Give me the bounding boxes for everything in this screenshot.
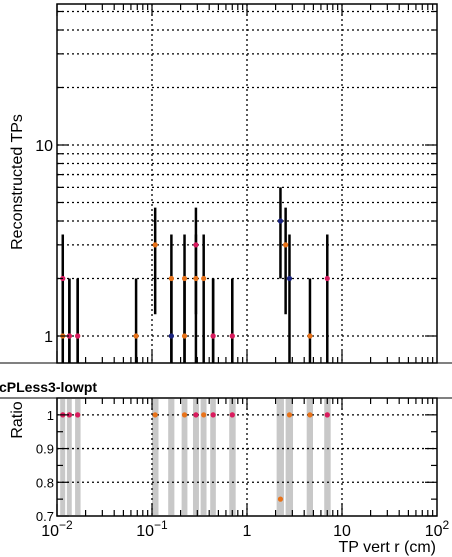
ratio-error-band: [200, 399, 207, 515]
ratio-data-point: [210, 412, 216, 418]
ratio-data-point: [229, 412, 235, 418]
main-data-points: [60, 187, 330, 363]
ratio-data-point: [66, 412, 72, 418]
ratio-error-band: [276, 399, 284, 515]
ratio-error-band: [75, 399, 81, 515]
ratio-error-band: [229, 399, 236, 515]
main-data-point: [168, 333, 174, 339]
main-data-point: [75, 333, 81, 339]
main-data-point: [181, 333, 188, 339]
ratio-y-tick-label: 1: [47, 408, 54, 423]
ratio-data-point: [193, 412, 199, 418]
main-data-point: [286, 275, 293, 282]
main-axes: 1 10: [35, 4, 437, 363]
ratio-data-point: [201, 412, 207, 418]
main-data-point: [277, 218, 284, 224]
ratio-error-band: [210, 399, 216, 515]
main-data-point: [193, 275, 199, 282]
ratio-data-point: [181, 412, 188, 418]
main-y-tick-label: 10: [35, 138, 53, 155]
x-tick-label: 1: [243, 523, 252, 540]
ratio-y-tick-label: 0.9: [36, 442, 54, 457]
ratio-data-point: [324, 412, 330, 418]
ratio-error-band: [285, 399, 294, 515]
ratio-data-points: [60, 412, 330, 502]
ratio-data-point: [307, 412, 313, 418]
ratio-pad-title: cPLess3-lowpt: [0, 379, 97, 395]
ratio-data-point: [75, 412, 81, 418]
ratio-data-point: [152, 412, 158, 418]
ratio-data-point: [277, 496, 284, 502]
ratio-error-band: [66, 399, 72, 515]
ratio-y-tick-label: 0.7: [36, 509, 54, 524]
x-tick-label: 102: [425, 518, 450, 540]
x-tick-label: 10−1: [136, 518, 168, 540]
main-grid: [57, 4, 437, 363]
main-data-point: [152, 242, 158, 248]
ratio-error-band: [152, 399, 159, 515]
x-tick-label: 10: [333, 523, 351, 540]
ratio-grid: [57, 398, 437, 516]
main-data-point: [307, 333, 313, 339]
ratio-error-band: [181, 399, 188, 515]
main-data-point: [168, 275, 174, 282]
ratio-error-band: [60, 399, 66, 515]
main-data-point: [229, 333, 235, 339]
ratio-error-band: [306, 399, 313, 515]
x-axis-title: TP vert r (cm): [339, 539, 436, 556]
main-data-point: [133, 333, 139, 339]
ratio-error-band: [192, 399, 199, 515]
ratio-error-band: [324, 399, 331, 515]
main-data-point: [201, 275, 207, 282]
ratio-y-tick-label: 0.8: [36, 475, 54, 490]
main-data-point: [193, 242, 199, 248]
ratio-error-band: [168, 399, 175, 515]
ratio-y-axis-title: Ratio: [9, 401, 26, 438]
ratio-error-bands: [60, 399, 331, 515]
main-y-axis-title: Reconstructed TPs: [9, 114, 26, 250]
main-y-tick-label: 1: [44, 329, 53, 346]
main-data-point: [283, 242, 289, 248]
ratio-data-point: [286, 412, 293, 418]
main-data-point: [210, 333, 216, 339]
main-data-point: [181, 275, 188, 282]
main-data-point: [66, 333, 72, 339]
main-data-point: [324, 275, 330, 282]
